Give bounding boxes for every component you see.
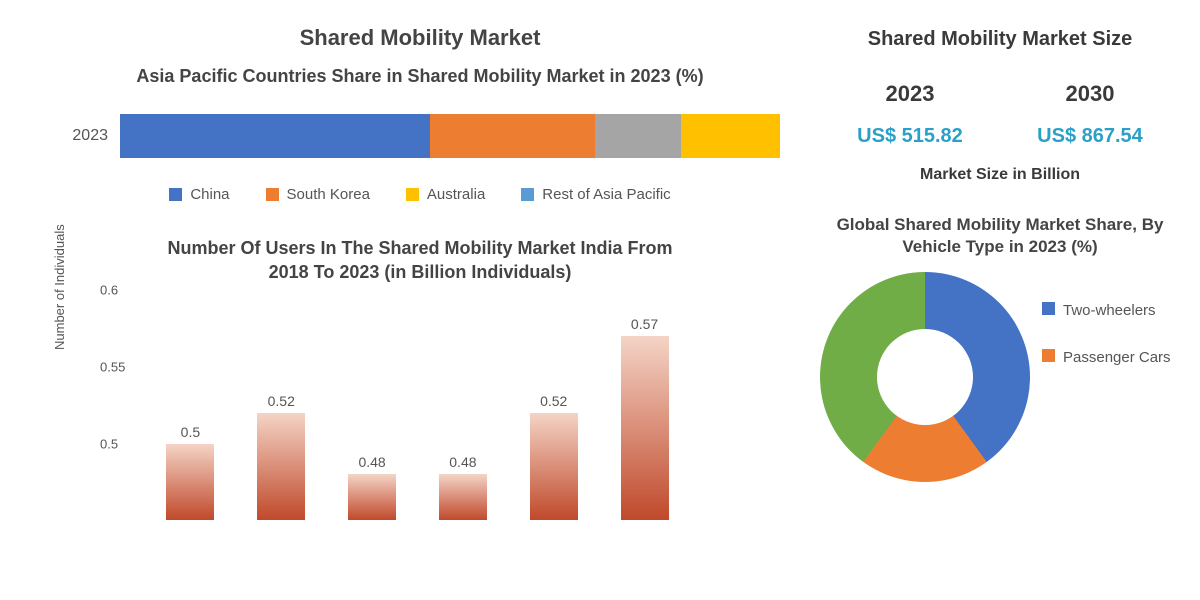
market-title: Shared Mobility Market: [230, 25, 610, 51]
apac-stacked-bar: 2023: [60, 114, 780, 158]
legend-swatch: [406, 188, 419, 201]
india-bar: 0.52: [251, 393, 311, 520]
market-size-years: 2023 2030: [820, 81, 1180, 107]
donut-legend-item: Passenger Cars: [1042, 349, 1171, 366]
apac-legend-item: Rest of Asia Pacific: [521, 186, 670, 203]
market-size-values: US$ 515.82 US$ 867.54: [820, 125, 1180, 148]
india-chart: Number of Individuals 0.50.520.480.480.5…: [90, 290, 690, 520]
market-size-unit: Market Size in Billion: [820, 166, 1180, 184]
legend-swatch: [266, 188, 279, 201]
india-ytick: 0.55: [100, 359, 125, 374]
donut-title: Global Shared Mobility Market Share, By …: [820, 214, 1180, 258]
donut-legend: Two-wheelers Passenger Cars: [1030, 272, 1171, 366]
india-bar-rect: [530, 413, 578, 520]
india-bar: 0.5: [160, 424, 220, 521]
india-bar-rect: [439, 474, 487, 520]
legend-swatch: [1042, 349, 1055, 362]
market-size-value-1: US$ 515.82: [857, 125, 963, 148]
india-bar-value: 0.52: [540, 393, 567, 409]
apac-stacked-bar-track: [120, 114, 780, 158]
india-bar: 0.48: [342, 454, 402, 520]
india-ytick: 0.5: [100, 436, 118, 451]
india-bar-value: 0.48: [449, 454, 476, 470]
legend-label: Australia: [427, 186, 485, 203]
legend-label: China: [190, 186, 229, 203]
left-column: Shared Mobility Market Asia Pacific Coun…: [60, 25, 780, 520]
donut-wrap: Two-wheelers Passenger Cars: [820, 272, 1180, 482]
india-bar: 0.57: [615, 316, 675, 520]
apac-segment: [120, 114, 430, 158]
india-bar-rect: [166, 444, 214, 521]
apac-year-label: 2023: [60, 127, 120, 145]
india-bar-rect: [348, 474, 396, 520]
india-bar-value: 0.52: [268, 393, 295, 409]
legend-label: Rest of Asia Pacific: [542, 186, 670, 203]
india-plot-area: 0.50.520.480.480.520.57 0.60.550.5: [145, 290, 690, 520]
apac-legend: China South Korea Australia Rest of Asia Pa…: [60, 186, 780, 203]
legend-swatch: [169, 188, 182, 201]
apac-segment: [430, 114, 595, 158]
india-bar-rect: [257, 413, 305, 520]
legend-swatch: [1042, 302, 1055, 315]
india-bar-value: 0.57: [631, 316, 658, 332]
india-bar-rect: [621, 336, 669, 520]
india-chart-title: Number Of Users In The Shared Mobility M…: [160, 237, 680, 284]
legend-label: Passenger Cars: [1063, 349, 1171, 366]
india-ytick: 0.6: [100, 283, 118, 298]
india-yaxis-label: Number of Individuals: [52, 224, 67, 350]
apac-legend-item: China: [169, 186, 229, 203]
india-bar-value: 0.48: [358, 454, 385, 470]
market-size-title: Shared Mobility Market Size: [820, 28, 1180, 51]
india-bar: 0.52: [524, 393, 584, 520]
apac-legend-item: South Korea: [266, 186, 370, 203]
legend-label: Two-wheelers: [1063, 302, 1156, 319]
apac-chart-title: Asia Pacific Countries Share in Shared M…: [60, 65, 780, 88]
apac-segment: [595, 114, 681, 158]
donut-chart: [820, 272, 1030, 482]
market-size-year-2: 2030: [1066, 81, 1115, 107]
market-size-year-1: 2023: [886, 81, 935, 107]
legend-swatch: [521, 188, 534, 201]
right-column: Shared Mobility Market Size 2023 2030 US…: [820, 28, 1180, 482]
india-bar-value: 0.5: [181, 424, 200, 440]
donut-legend-item: Two-wheelers: [1042, 302, 1171, 319]
apac-segment: [681, 114, 780, 158]
donut-hole: [877, 329, 973, 425]
market-size-value-2: US$ 867.54: [1037, 125, 1143, 148]
india-bars-row: 0.5 0.52 0.48 0.48 0.52 0.57: [145, 290, 690, 520]
india-bar: 0.48: [433, 454, 493, 520]
legend-label: South Korea: [287, 186, 370, 203]
apac-legend-item: Australia: [406, 186, 485, 203]
